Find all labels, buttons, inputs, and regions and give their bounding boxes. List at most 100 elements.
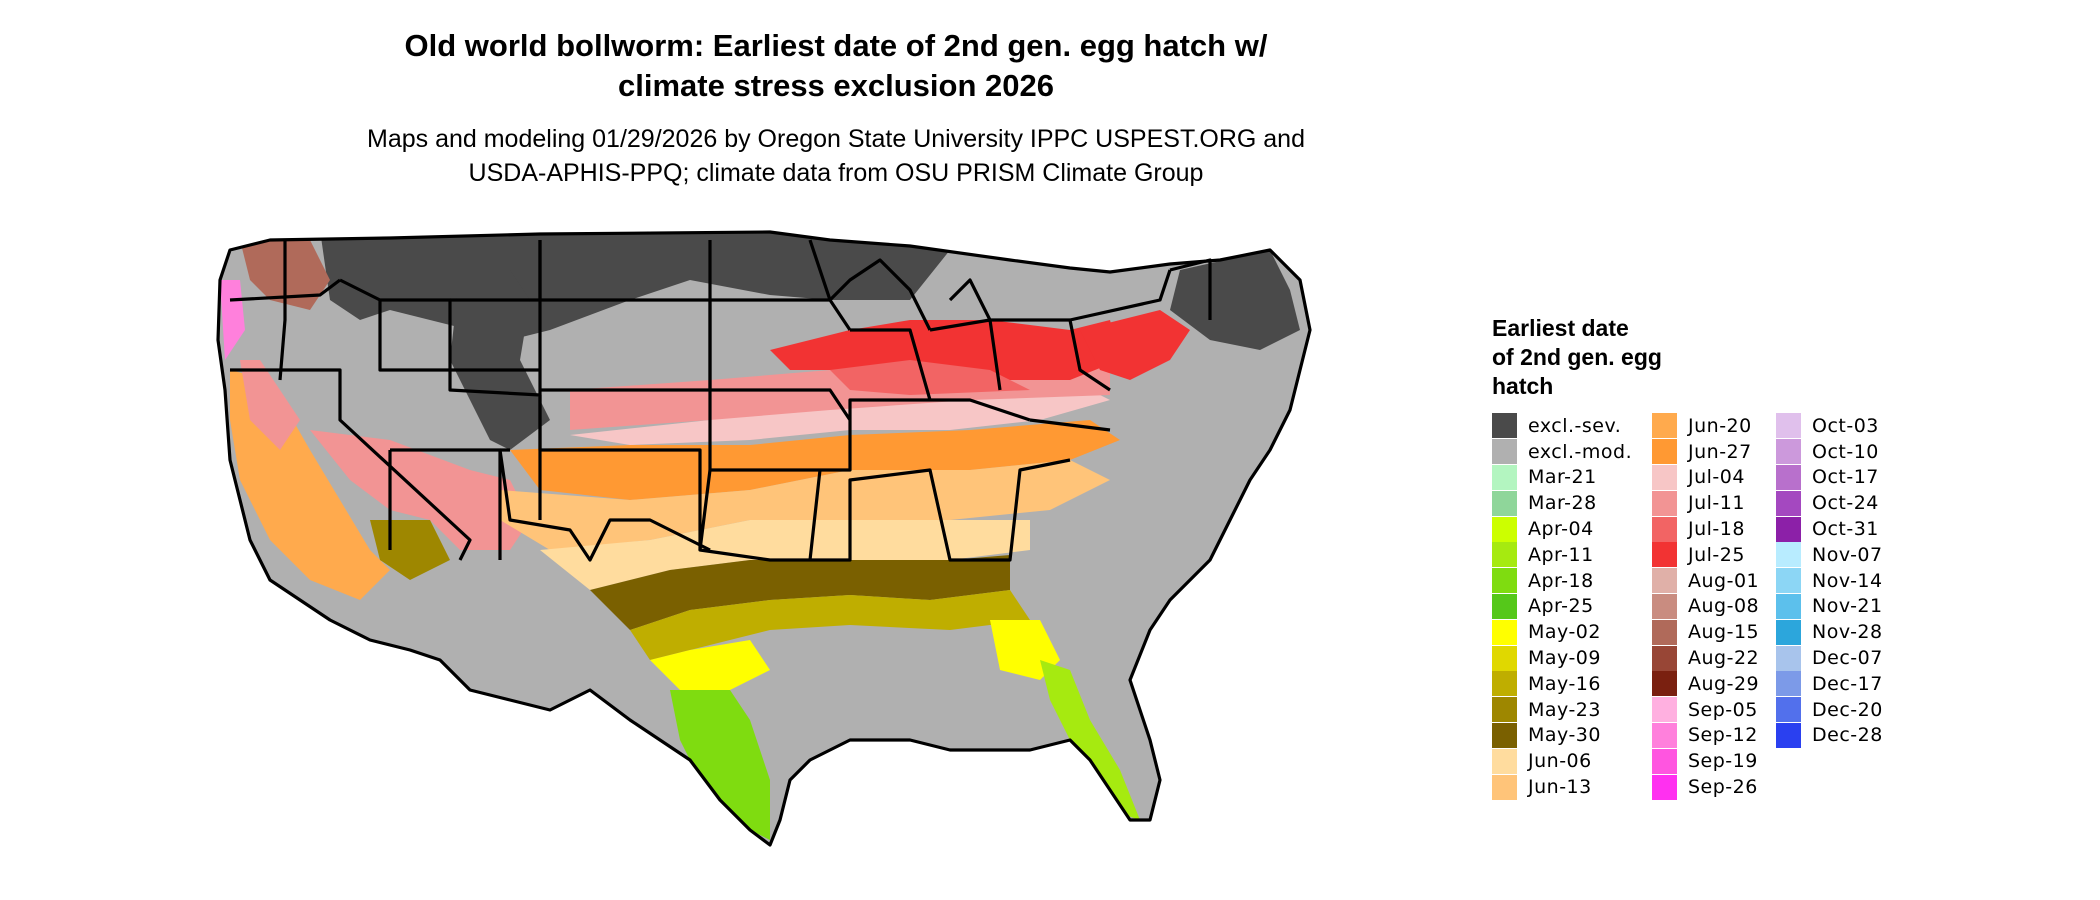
legend-swatch: [1492, 542, 1517, 568]
legend-label: Nov-21: [1812, 595, 1883, 618]
legend-swatch: [1492, 645, 1517, 671]
legend-swatch: [1776, 413, 1801, 439]
legend-swatch: [1492, 748, 1517, 774]
legend-swatch: [1652, 542, 1677, 568]
legend-item: Aug-01: [1652, 568, 1759, 594]
legend-swatch: [1652, 413, 1677, 439]
legend-title: Earliest date of 2nd gen. egg hatch: [1492, 314, 1732, 401]
map-subtitle-line-2: USDA-APHIS-PPQ; climate data from OSU PR…: [468, 159, 1204, 187]
legend-item: Dec-17: [1776, 671, 1883, 697]
legend-swatch: [1492, 490, 1517, 516]
legend-label: Aug-08: [1688, 595, 1760, 618]
legend-item: Oct-03: [1776, 413, 1883, 439]
zone-ohio-valley-jul18: [830, 360, 1030, 395]
legend-label: Oct-31: [1812, 518, 1879, 541]
legend-item: Jul-11: [1652, 490, 1759, 516]
legend-swatch: [1776, 619, 1801, 645]
legend-item: Dec-28: [1776, 722, 1883, 749]
legend-swatch: [1652, 774, 1677, 800]
legend-columns: excl.-sev. excl.-mod. Mar-21 Mar-28 Apr-04 Ap…: [1492, 413, 1882, 803]
legend-item: Jul-04: [1652, 464, 1759, 491]
legend-swatch: [1652, 439, 1677, 465]
zone-texas-apr: [670, 690, 770, 840]
legend-swatch: [1776, 671, 1801, 697]
legend-label: Dec-28: [1812, 724, 1883, 747]
legend-label: Jul-18: [1688, 518, 1745, 541]
legend-swatch: [1652, 568, 1677, 594]
legend-item: Oct-10: [1776, 439, 1883, 465]
legend-item: Jul-25: [1652, 542, 1759, 568]
legend-swatch: [1492, 722, 1517, 748]
legend-label: Sep-12: [1688, 724, 1758, 747]
legend-item: Apr-11: [1492, 542, 1632, 568]
zone-south-jun06: [540, 520, 1030, 590]
legend-item: Nov-21: [1776, 593, 1883, 620]
legend-label: Apr-04: [1528, 518, 1594, 541]
legend-item: May-16: [1492, 671, 1632, 697]
legend-item: May-30: [1492, 722, 1632, 749]
legend-label: Mar-21: [1528, 466, 1597, 489]
legend-item: Dec-07: [1776, 645, 1883, 671]
map-subtitle-line-1: Maps and modeling 01/29/2026 by Oregon S…: [367, 125, 1305, 153]
legend-swatch: [1492, 439, 1517, 465]
legend-label: Oct-10: [1812, 440, 1879, 463]
legend-item: Aug-15: [1652, 619, 1759, 645]
legend-label: Nov-28: [1812, 621, 1883, 644]
legend-title-line-3: hatch: [1492, 373, 1554, 399]
legend-title-line-2: of 2nd gen. egg: [1492, 344, 1662, 370]
map-subtitle: Maps and modeling 01/29/2026 by Oregon S…: [0, 122, 1672, 190]
legend-item: Nov-07: [1776, 542, 1883, 568]
legend-item: Apr-04: [1492, 516, 1632, 542]
legend-item: Jul-18: [1652, 516, 1759, 542]
legend-label: Aug-15: [1688, 621, 1760, 644]
legend-swatch: [1652, 671, 1677, 697]
legend-label: Jun-13: [1528, 776, 1592, 799]
legend-item: May-23: [1492, 697, 1632, 723]
border-or-ca-nv: [230, 368, 472, 561]
us-map: [210, 220, 1450, 900]
zone-excl-sev-rockies: [450, 270, 550, 450]
legend-swatch: [1652, 593, 1677, 619]
legend-column-1: excl.-sev. excl.-mod. Mar-21 Mar-28 Apr-04 Ap…: [1492, 413, 1632, 800]
legend-item: excl.-mod.: [1492, 439, 1632, 465]
legend-item: Sep-05: [1652, 697, 1759, 723]
legend-swatch: [1776, 697, 1801, 723]
legend-title-line-1: Earliest date: [1492, 315, 1629, 341]
legend-item: excl.-sev.: [1492, 413, 1632, 439]
legend-column-3: Oct-03 Oct-10 Oct-17 Oct-24 Oct-31 Nov-07 Nov-…: [1776, 413, 1883, 748]
legend-label: Oct-03: [1812, 414, 1879, 437]
legend-label: Dec-07: [1812, 647, 1883, 670]
legend-swatch: [1492, 593, 1517, 619]
legend-label: Oct-17: [1812, 466, 1879, 489]
legend-swatch: [1652, 645, 1677, 671]
map-title-line-1: Old world bollworm: Earliest date of 2nd…: [404, 28, 1268, 63]
legend-swatch: [1652, 490, 1677, 516]
legend-label: Jul-04: [1688, 466, 1745, 489]
legend-swatch: [1652, 619, 1677, 645]
legend-label: Jul-25: [1688, 543, 1745, 566]
zone-mid-atlantic: [1080, 310, 1190, 380]
zone-ohio-valley-jul25: [770, 320, 1120, 380]
legend-swatch: [1492, 697, 1517, 723]
legend-label: Sep-26: [1688, 776, 1758, 799]
legend-swatch: [1492, 413, 1517, 439]
legend-label: Nov-14: [1812, 569, 1883, 592]
legend-label: Aug-01: [1688, 569, 1760, 592]
legend-label: May-16: [1528, 672, 1601, 695]
border-wa-or-id: [229, 240, 341, 381]
legend-swatch: [1776, 439, 1801, 465]
legend-label: May-09: [1528, 647, 1601, 670]
zone-excl-sev-northeast: [1170, 250, 1300, 350]
legend-label: Dec-20: [1812, 698, 1883, 721]
border-texas: [498, 449, 711, 562]
legend-column-2: Jun-20 Jun-27 Jul-04 Jul-11 Jul-18 Jul-25 Aug-…: [1652, 413, 1759, 800]
legend-swatch: [1652, 748, 1677, 774]
legend-swatch: [1652, 722, 1677, 748]
zone-gulf-may16: [630, 590, 1030, 660]
legend-swatch: [1776, 593, 1801, 619]
legend-label: Sep-19: [1688, 750, 1758, 773]
legend: Earliest date of 2nd gen. egg hatch excl…: [1492, 314, 1882, 803]
legend-swatch: [1492, 671, 1517, 697]
legend-item: Jun-06: [1492, 748, 1632, 774]
legend-item: Mar-21: [1492, 464, 1632, 491]
